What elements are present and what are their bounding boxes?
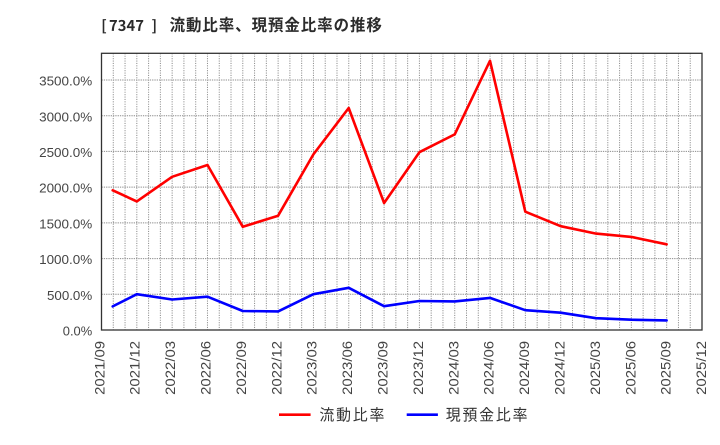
svg-text:2023/12: 2023/12 bbox=[411, 341, 426, 395]
svg-text:3500.0%: 3500.0% bbox=[39, 74, 92, 89]
svg-text:2021/12: 2021/12 bbox=[128, 341, 143, 395]
svg-text:1000.0%: 1000.0% bbox=[39, 252, 92, 267]
svg-text:2025/09: 2025/09 bbox=[659, 341, 674, 395]
svg-text:2024/03: 2024/03 bbox=[446, 341, 461, 395]
svg-text:500.0%: 500.0% bbox=[47, 288, 92, 303]
svg-text:2025/03: 2025/03 bbox=[588, 341, 603, 395]
svg-text:2025/06: 2025/06 bbox=[623, 341, 638, 395]
svg-text:2024/09: 2024/09 bbox=[517, 341, 532, 395]
svg-text:2025/12: 2025/12 bbox=[694, 341, 709, 395]
svg-text:2024/06: 2024/06 bbox=[482, 341, 497, 395]
svg-text:2023/03: 2023/03 bbox=[305, 341, 320, 395]
svg-text:1500.0%: 1500.0% bbox=[39, 216, 92, 231]
svg-text:2022/09: 2022/09 bbox=[234, 341, 249, 395]
svg-text:2022/06: 2022/06 bbox=[199, 341, 214, 395]
svg-text:2000.0%: 2000.0% bbox=[39, 181, 92, 196]
svg-text:2022/03: 2022/03 bbox=[163, 341, 178, 395]
svg-text:2500.0%: 2500.0% bbox=[39, 145, 92, 160]
svg-text:0.0%: 0.0% bbox=[63, 324, 93, 339]
svg-text:2023/09: 2023/09 bbox=[376, 341, 391, 395]
svg-text:2022/12: 2022/12 bbox=[269, 341, 284, 395]
svg-text:3000.0%: 3000.0% bbox=[39, 109, 92, 124]
svg-text:2024/12: 2024/12 bbox=[553, 341, 568, 395]
svg-text:2023/06: 2023/06 bbox=[340, 341, 355, 395]
svg-text:2021/09: 2021/09 bbox=[92, 341, 107, 395]
